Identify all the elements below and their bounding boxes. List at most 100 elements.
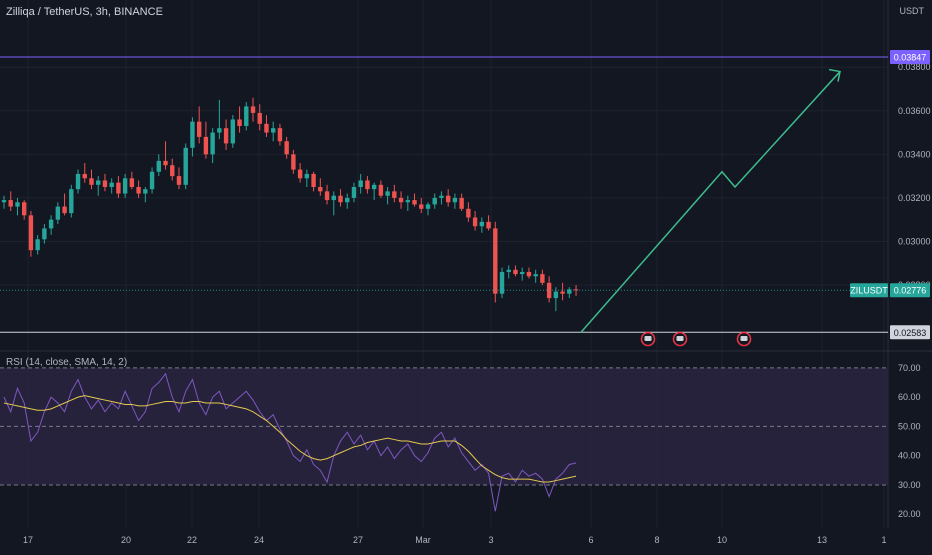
x-tick-label: Mar xyxy=(415,535,431,545)
event-markers xyxy=(640,331,752,347)
candle-body xyxy=(96,180,101,185)
price-tag-symbol: ZILUSDT xyxy=(850,286,888,296)
candle-body xyxy=(122,178,128,194)
candle-body xyxy=(237,119,242,127)
candle-body xyxy=(143,189,148,194)
chart-title: Zilliqa / TetherUS, 3h, BINANCE xyxy=(6,6,163,18)
candle-body xyxy=(203,136,209,155)
candle-body xyxy=(371,184,377,190)
candle-body xyxy=(170,165,175,177)
price-tag-bg xyxy=(890,49,930,64)
rsi-tick-label: 60.00 xyxy=(898,392,921,402)
x-tick-label: 13 xyxy=(817,535,827,545)
candle-body xyxy=(190,121,195,148)
rsi-tick-label: 20.00 xyxy=(898,509,921,519)
candle-body xyxy=(405,200,410,203)
candle-body xyxy=(419,204,424,209)
candle-body xyxy=(109,182,114,187)
candle-body xyxy=(82,173,87,179)
x-tick-label: 6 xyxy=(588,535,593,545)
candle-body xyxy=(553,291,559,299)
candle-body xyxy=(116,182,121,194)
price-tag: 0.03847 xyxy=(890,49,930,64)
event-marker-flag xyxy=(740,336,748,341)
candle-body xyxy=(345,197,350,203)
candle-body xyxy=(311,173,316,187)
rsi-lines xyxy=(3,372,577,512)
candle-body xyxy=(129,178,135,187)
y-tick-label: 0.03600 xyxy=(898,106,931,116)
candle-body xyxy=(338,195,343,203)
candle-body xyxy=(378,184,384,196)
candle-body xyxy=(15,202,20,207)
candle-body xyxy=(392,191,397,198)
rsi-tick-label: 30.00 xyxy=(898,480,921,490)
event-marker-flag xyxy=(676,336,684,341)
candle-body xyxy=(89,178,94,185)
price-tag-bg xyxy=(890,283,930,298)
candle-body xyxy=(365,180,370,190)
candle-body xyxy=(486,221,491,229)
candle-body xyxy=(257,112,262,124)
candle-body xyxy=(42,228,47,240)
candle-body xyxy=(560,291,565,294)
candle-body xyxy=(21,202,27,216)
price-axis: 0.038000.036000.034000.032000.030000.028… xyxy=(850,49,931,519)
currency-label: USDT xyxy=(899,6,925,16)
candle-body xyxy=(358,180,363,187)
candle-body xyxy=(35,239,40,251)
price-tag-value: 0.03847 xyxy=(894,52,927,62)
candle-body xyxy=(493,228,498,294)
x-tick-label: 8 xyxy=(654,535,659,545)
candle-body xyxy=(459,197,464,209)
rsi-title: RSI (14, close, SMA, 14, 2) xyxy=(6,357,128,368)
candle-body xyxy=(75,173,81,190)
candle-body xyxy=(210,132,215,155)
price-tag-value: 0.02583 xyxy=(894,328,927,338)
candle-body xyxy=(62,206,67,214)
x-tick-label: 1 xyxy=(881,535,886,545)
rsi-band xyxy=(0,367,888,486)
candle-body xyxy=(425,204,431,209)
candle-body xyxy=(513,269,518,275)
x-tick-label: 22 xyxy=(187,535,197,545)
candle-body xyxy=(398,197,404,203)
candle-body xyxy=(472,217,478,227)
rsi-tick-label: 70.00 xyxy=(898,363,921,373)
rsi-tick-label: 50.00 xyxy=(898,421,921,431)
candle-body xyxy=(69,189,74,214)
candle-body xyxy=(28,215,34,251)
candle-body xyxy=(156,160,161,172)
y-tick-label: 0.03400 xyxy=(898,149,931,159)
candle-body xyxy=(324,191,330,201)
candle-body xyxy=(452,197,458,203)
price-tag: ZILUSDT 0.02776 xyxy=(850,283,930,298)
candle-body xyxy=(48,219,54,229)
candle-body xyxy=(479,221,485,227)
x-tick-label: 20 xyxy=(121,535,131,545)
price-tag: 0.02583 xyxy=(890,325,930,340)
candle-body xyxy=(176,176,182,185)
y-tick-label: 0.03000 xyxy=(898,236,931,246)
candle-body xyxy=(533,274,538,277)
event-marker-flag xyxy=(644,336,652,341)
candle-body xyxy=(466,208,471,218)
projection-arrow-line xyxy=(580,71,841,333)
candle-body xyxy=(1,200,7,203)
candle-body xyxy=(136,187,141,194)
price-tag-value: 0.02776 xyxy=(894,286,927,296)
candle-body xyxy=(567,289,572,294)
projection-arrowhead xyxy=(828,68,841,82)
x-tick-label: 24 xyxy=(254,535,264,545)
candle-body xyxy=(196,121,202,137)
candle-body xyxy=(351,187,357,198)
candle-body xyxy=(8,200,13,207)
candle-body xyxy=(223,128,229,144)
candle-body xyxy=(291,154,296,170)
price-tag-bg xyxy=(890,325,930,340)
candle-body xyxy=(412,200,417,205)
candle-body xyxy=(520,271,525,275)
candles xyxy=(1,97,579,312)
